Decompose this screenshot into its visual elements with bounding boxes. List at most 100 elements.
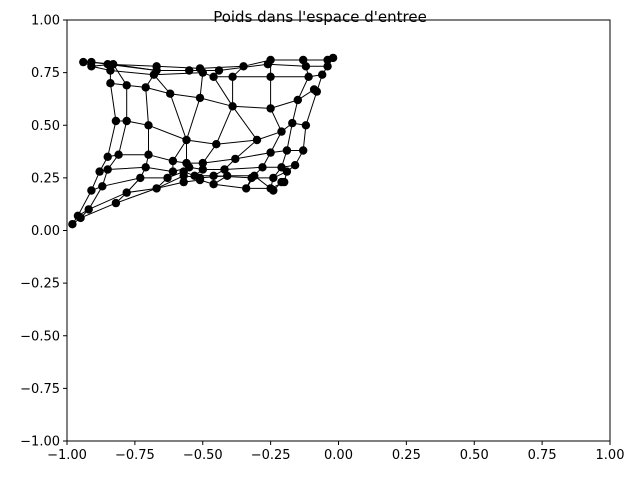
weight-point — [185, 66, 194, 75]
weight-point — [95, 167, 104, 176]
grid-col-line — [71, 61, 117, 225]
weight-point — [293, 95, 302, 105]
weight-point — [87, 186, 96, 195]
y-tick-label: −0.75 — [20, 382, 60, 397]
weight-point — [109, 59, 118, 69]
x-tick-label: −0.25 — [251, 448, 291, 463]
weight-point — [122, 188, 131, 197]
weight-point — [301, 62, 311, 71]
weight-point — [79, 57, 88, 67]
y-tick-label: 0.00 — [31, 224, 60, 239]
weight-point — [282, 167, 292, 176]
weight-point — [198, 165, 207, 174]
x-tick-label: −0.50 — [183, 448, 223, 463]
weight-point — [195, 173, 205, 183]
weight-point — [299, 55, 308, 65]
weight-point — [214, 66, 224, 75]
weight-point — [290, 161, 300, 170]
x-tick-label: 0.00 — [324, 448, 353, 463]
weight-point — [304, 72, 313, 82]
weight-points — [68, 53, 338, 229]
weight-point — [84, 205, 93, 214]
weight-point — [106, 79, 115, 88]
weight-point — [266, 148, 275, 157]
weight-point — [231, 154, 240, 164]
weight-point — [220, 165, 229, 174]
weight-point — [323, 62, 332, 71]
x-tick-label: −1.00 — [47, 448, 87, 463]
x-tick-label: 0.75 — [528, 448, 557, 463]
weight-point — [228, 102, 237, 111]
y-tick-label: 0.50 — [31, 119, 60, 134]
weight-point — [269, 173, 278, 183]
y-tick-label: −0.50 — [20, 329, 60, 344]
x-axis: −1.00 −0.75 −0.50 −0.25 0.00 0.25 0.50 0.75 1.00 — [47, 441, 624, 463]
x-tick-label: 0.25 — [392, 448, 421, 463]
weight-point — [141, 83, 150, 92]
weight-point — [269, 186, 278, 195]
weight-point — [318, 70, 327, 79]
chart-title: Poids dans l'espace d'entree — [213, 8, 427, 26]
weight-point — [277, 177, 286, 187]
weight-point — [198, 158, 207, 168]
grid-col-line — [270, 59, 310, 191]
weight-point — [141, 163, 150, 172]
weight-point — [163, 173, 172, 183]
weight-point — [111, 116, 121, 126]
weight-point — [198, 68, 207, 77]
weight-point — [103, 165, 112, 174]
weight-point — [301, 121, 311, 130]
grid-row-line — [110, 82, 318, 109]
weight-point — [179, 177, 188, 187]
x-tick-label: 1.00 — [596, 448, 625, 463]
weight-point — [252, 135, 262, 145]
weight-point — [209, 180, 218, 189]
y-tick-label: −1.00 — [20, 435, 60, 450]
grid-row-line — [77, 179, 285, 217]
grid-row-line — [99, 164, 296, 173]
y-tick-label: 0.75 — [31, 66, 60, 81]
x-tick-label: −0.75 — [115, 448, 155, 463]
weight-point — [250, 171, 259, 180]
weight-point — [209, 72, 218, 82]
weight-point — [288, 118, 297, 128]
weight-point — [228, 72, 237, 82]
weight-point — [266, 72, 275, 82]
weight-point — [212, 140, 221, 149]
weight-point — [179, 171, 188, 180]
weight-point — [312, 87, 321, 96]
weight-point — [98, 182, 107, 191]
weight-point — [87, 62, 96, 71]
grid-row-line — [91, 171, 288, 191]
y-axis: −1.00 −0.75 −0.50 −0.25 0.00 0.25 0.50 0.75 1.00 — [20, 14, 67, 450]
weight-point — [239, 62, 248, 71]
weight-point — [258, 163, 267, 172]
y-tick-label: 0.25 — [31, 171, 60, 186]
weight-point — [168, 167, 178, 176]
weight-point — [144, 150, 153, 159]
grid-row-line — [107, 150, 304, 164]
weight-point — [144, 121, 153, 130]
weight-point — [122, 81, 131, 90]
weight-point — [182, 135, 191, 145]
weight-point — [299, 146, 308, 155]
weight-point — [114, 150, 123, 159]
weight-point — [242, 184, 251, 193]
weight-point — [263, 59, 273, 69]
weight-point — [209, 171, 218, 180]
weight-point — [76, 213, 85, 223]
weight-point — [152, 184, 161, 193]
weight-point — [111, 198, 121, 208]
weight-point — [122, 116, 131, 126]
weight-point — [277, 127, 286, 136]
weight-point — [136, 173, 145, 183]
weight-point — [223, 171, 232, 180]
y-tick-label: −0.25 — [20, 277, 60, 292]
weight-point — [195, 93, 205, 103]
weight-point — [103, 152, 112, 161]
weight-point — [168, 156, 178, 166]
x-tick-label: 0.50 — [460, 448, 489, 463]
weight-point — [166, 89, 175, 98]
weight-point — [68, 220, 77, 229]
